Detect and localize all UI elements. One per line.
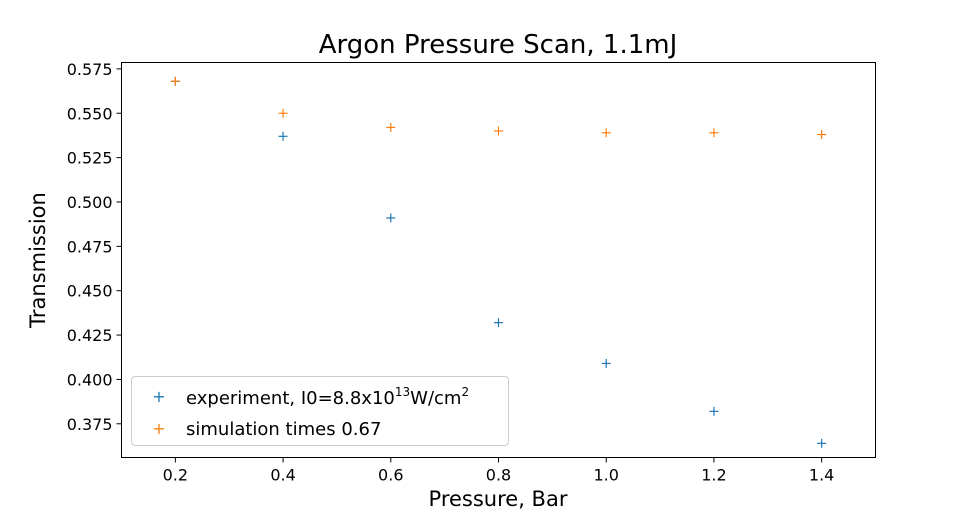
y-tick-label: 0.475	[67, 237, 113, 256]
x-tick-label: 1.2	[701, 466, 726, 485]
y-tick-label: 0.375	[67, 415, 113, 434]
legend: + experiment, I0=8.8x1013W/cm2 + simulat…	[131, 376, 509, 446]
simulation-point	[278, 108, 288, 118]
experiment-point	[386, 213, 396, 223]
y-tick-label: 0.400	[67, 370, 113, 389]
chart-title: Argon Pressure Scan, 1.1mJ	[319, 30, 678, 60]
x-tick-label: 0.6	[378, 466, 403, 485]
legend-label-simulation: simulation times 0.67	[186, 418, 382, 440]
y-axis: 0.375 0.400 0.425 0.450 0.475 0.500 0.525 0.550…	[67, 60, 122, 434]
experiment-point	[494, 318, 503, 328]
experiment-point	[709, 406, 719, 416]
y-tick-label: 0.500	[67, 193, 113, 212]
simulation-point	[817, 130, 827, 140]
experiment-point	[817, 438, 827, 448]
simulation-point	[709, 128, 719, 138]
y-axis-label: Transmission	[26, 192, 50, 329]
legend-marker-experiment: +	[152, 387, 166, 406]
x-tick-label: 1.0	[593, 466, 618, 485]
y-tick-label: 0.450	[67, 282, 113, 301]
simulation-point	[170, 76, 180, 86]
x-axis: 0.2 0.4 0.6 0.8 1.0 1.2 1.4	[163, 457, 834, 485]
simulation-point	[601, 128, 611, 138]
y-tick-label: 0.425	[67, 326, 113, 345]
x-tick-label: 0.8	[486, 466, 511, 485]
x-tick-label: 1.4	[809, 466, 834, 485]
x-tick-label: 0.2	[163, 466, 188, 485]
simulation-point	[386, 122, 396, 132]
data-points	[170, 76, 827, 448]
legend-item-experiment: + experiment, I0=8.8x1013W/cm2	[132, 384, 469, 410]
legend-label-experiment: experiment, I0=8.8x1013W/cm2	[186, 384, 470, 409]
legend-marker-simulation: +	[152, 419, 166, 438]
experiment-point	[278, 131, 288, 141]
legend-item-simulation: + simulation times 0.67	[132, 416, 381, 442]
y-tick-label: 0.550	[67, 104, 113, 123]
x-axis-label: Pressure, Bar	[429, 487, 568, 511]
x-tick-label: 0.4	[270, 466, 295, 485]
y-tick-label: 0.525	[67, 149, 113, 168]
y-tick-label: 0.575	[67, 60, 113, 79]
simulation-point	[494, 126, 503, 136]
experiment-point	[601, 358, 611, 368]
